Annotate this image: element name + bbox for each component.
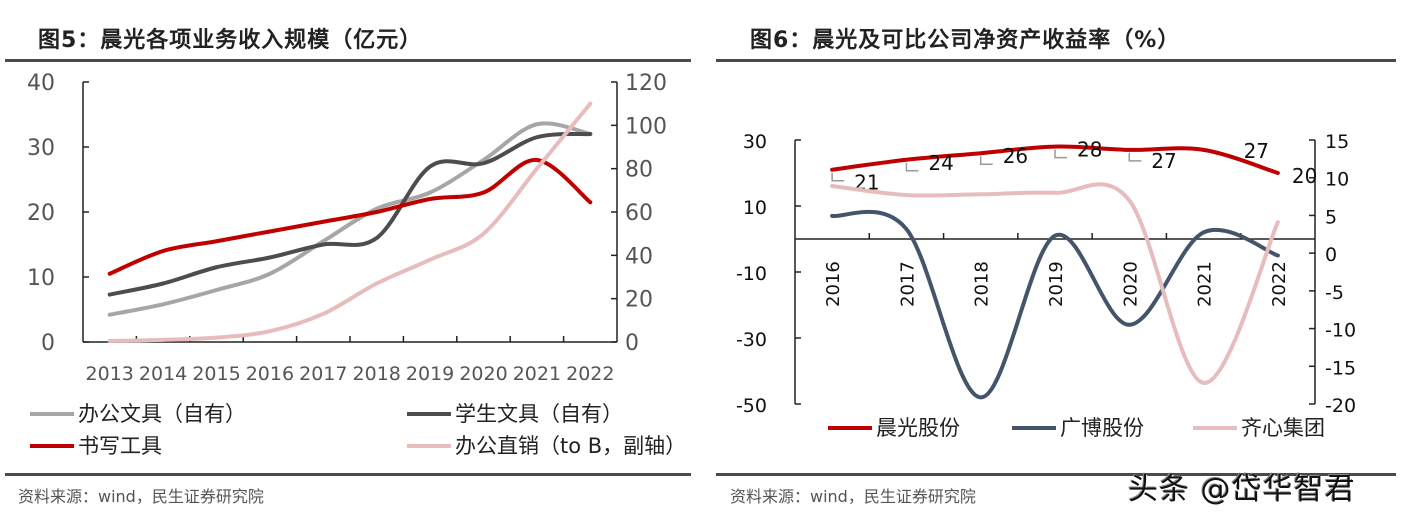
- chart2-bottom-rule: [716, 473, 1396, 476]
- chart2-x-label: 2017: [897, 261, 918, 307]
- chart1-x-label: 2019: [406, 363, 454, 385]
- chart1-x-label: 2022: [566, 363, 614, 385]
- chart1-top-rule: [5, 59, 691, 62]
- chart1-bottom-rule: [5, 473, 691, 476]
- chart2-title: 图6：晨光及可比公司净资产收益率（%）: [750, 28, 1181, 53]
- chart2-right-tick-label: 0: [1325, 244, 1337, 266]
- chart1-series-line-0: [107, 121, 593, 317]
- chart2-right-tick-label: 10: [1325, 169, 1349, 191]
- chart1-right-tick-label: 80: [625, 158, 653, 183]
- chart1-x-label: 2018: [353, 363, 401, 385]
- chart2-left-tick-label: -10: [736, 263, 767, 285]
- chart2-top-rule: [716, 59, 1396, 62]
- chart2-left-tick-label: 30: [743, 131, 767, 153]
- chart1-right-tick-label: 40: [625, 244, 653, 269]
- chart1-right-tick-label: 120: [625, 71, 667, 96]
- chart1-legend-label: 办公文具（自有）: [78, 402, 246, 426]
- chart1-x-label: 2016: [246, 363, 294, 385]
- chart2-x-label: 2020: [1120, 261, 1141, 307]
- chart1-left-tick-label: 30: [27, 136, 55, 161]
- chart2-left-tick-label: -50: [736, 395, 767, 417]
- chart2-data-label-leader: [831, 172, 845, 182]
- chart1-source: 资料来源：wind，民生证券研究院: [18, 487, 264, 506]
- chart1-right-tick-label: 60: [625, 201, 653, 226]
- chart2-right-tick-label: 5: [1325, 206, 1337, 228]
- chart1-series-line-3: [107, 101, 593, 343]
- chart2-x-label: 2022: [1269, 261, 1290, 307]
- chart1-title: 图5：晨光各项业务收入规模（亿元）: [38, 28, 423, 53]
- chart1-legend-label: 书写工具: [78, 434, 162, 458]
- chart1-legend-label: 学生文具（自有）: [455, 402, 623, 426]
- chart1-x-label: 2017: [299, 363, 347, 385]
- chart1-x-label: 2020: [459, 363, 507, 385]
- chart2-right-tick-label: -15: [1325, 357, 1356, 379]
- chart2-legend-label: 齐心集团: [1241, 416, 1325, 440]
- chart1-right-tick-label: 0: [625, 331, 639, 356]
- chart2-right-tick-label: 15: [1325, 131, 1349, 153]
- chart1-x-label: 2021: [513, 363, 561, 385]
- chart1-series-line-1: [107, 131, 593, 297]
- chart2-data-label-leader: [1054, 149, 1067, 159]
- chart2-data-label: 20: [1292, 164, 1317, 188]
- chart1-legend-label: 办公直销（to B，副轴）: [455, 434, 686, 458]
- chart2-x-label: 2018: [972, 261, 993, 307]
- chart2-data-label: 28: [1077, 138, 1102, 162]
- chart1-right-tick-label: 20: [625, 288, 653, 313]
- chart2-data-label: 27: [1151, 149, 1176, 173]
- chart2-data-label-leader: [1128, 152, 1142, 162]
- chart1-series-line-2: [107, 158, 593, 276]
- chart2-legend-label: 广博股份: [1060, 416, 1144, 440]
- chart2-series-line-0: [830, 144, 1280, 175]
- chart2-left-tick-label: -30: [736, 329, 767, 351]
- chart1-left-tick-label: 40: [27, 71, 55, 96]
- chart2-x-label: 2019: [1046, 261, 1067, 307]
- chart2-right-tick-label: -5: [1325, 282, 1344, 304]
- chart2-data-label-leader: [979, 156, 993, 165]
- chart1-left-tick-label: 10: [27, 266, 55, 291]
- chart2-x-label: 2021: [1195, 261, 1216, 307]
- chart1-right-tick-label: 100: [625, 114, 667, 139]
- chart2-right-tick-label: -10: [1325, 320, 1356, 342]
- chart2-data-label: 26: [1003, 144, 1028, 168]
- chart1-left-tick-label: 20: [27, 201, 55, 226]
- chart1-x-label: 2015: [192, 363, 240, 385]
- chart2-data-label-leader: [905, 162, 919, 172]
- watermark: 头条 @岱华智君: [1128, 472, 1356, 507]
- chart2-data-label: 24: [928, 151, 953, 175]
- chart1-left-tick-label: 0: [41, 331, 55, 356]
- chart2-legend-label: 晨光股份: [876, 416, 960, 440]
- chart2-series-line-1: [830, 209, 1280, 400]
- chart2-x-label: 2016: [823, 261, 844, 307]
- chart2-series-line-2: [830, 182, 1280, 385]
- chart2-data-label: 27: [1244, 139, 1269, 163]
- chart1-x-label: 2013: [86, 363, 134, 385]
- chart2-left-tick-label: 10: [743, 197, 767, 219]
- chart1-x-label: 2014: [139, 363, 187, 385]
- chart2-right-tick-label: -20: [1325, 395, 1356, 417]
- chart2-source: 资料来源：wind，民生证券研究院: [730, 487, 976, 506]
